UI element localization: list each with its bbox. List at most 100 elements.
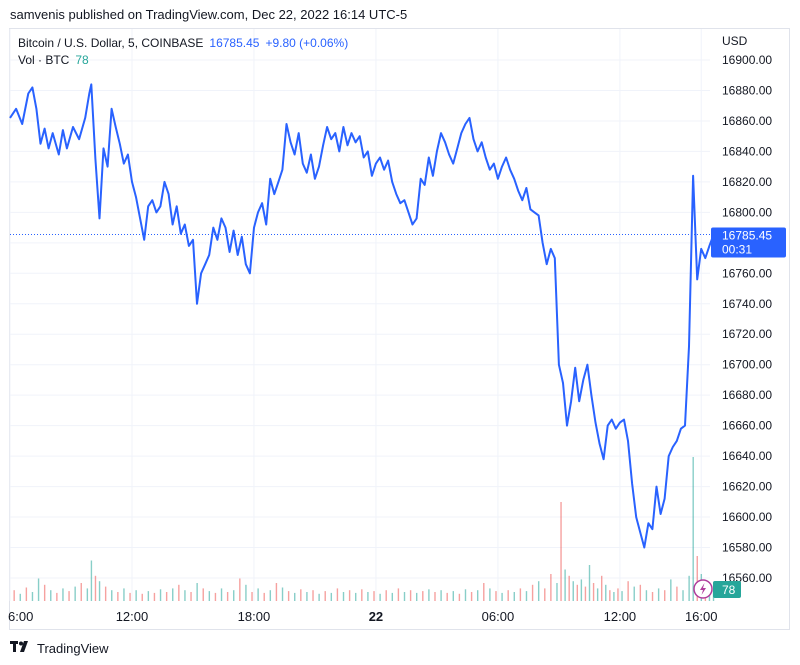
volume-bar [355, 592, 357, 601]
volume-bar [56, 592, 58, 601]
volume-bar [385, 590, 387, 601]
grid-lines [9, 29, 710, 601]
volume-bar [428, 589, 430, 601]
volume-bar [613, 592, 615, 601]
volume-bar [19, 593, 21, 601]
volume-bar [564, 569, 566, 601]
volume-bar [550, 574, 552, 601]
price-tick-label: 16860.00 [722, 114, 772, 128]
volume-bar [560, 502, 562, 601]
price-tick-label: 16700.00 [722, 358, 772, 372]
volume-bar [373, 591, 375, 601]
last-price-tag-bg [711, 227, 786, 258]
footer[interactable]: TradingView [10, 640, 109, 657]
volume-bar [43, 584, 46, 601]
volume-bar [37, 578, 40, 601]
currency-label: USD [722, 34, 748, 48]
volume-bar [633, 586, 635, 601]
volume-bar [696, 556, 698, 601]
volume-bar [312, 590, 314, 601]
volume-bar [123, 588, 125, 601]
volume-bar [670, 579, 672, 601]
volume-bar [397, 588, 400, 601]
volume-bar [367, 592, 369, 601]
volume-bar [657, 588, 660, 601]
volume-bar [617, 588, 619, 601]
volume-bar [525, 591, 528, 601]
volume-bar [422, 591, 424, 601]
volume-bar [239, 578, 241, 601]
price-tick-label: 16800.00 [722, 205, 772, 219]
volume-bar [294, 592, 296, 601]
price-tick-label: 16840.00 [722, 144, 772, 158]
time-tick-label: 6:00 [8, 609, 33, 624]
volume-bar [90, 560, 93, 601]
volume-bar [580, 579, 583, 601]
last-price: 16785.45 [209, 36, 260, 50]
price-axis[interactable]: 16560.0016580.0016600.0016620.0016640.00… [722, 53, 772, 585]
brand-name[interactable]: TradingView [37, 641, 109, 656]
volume-bar [544, 588, 546, 601]
volume-bar [476, 590, 479, 601]
price-tick-label: 16620.00 [722, 480, 772, 494]
volume-bar [507, 590, 509, 601]
volume-bar [601, 575, 603, 601]
volume-bar [645, 590, 648, 601]
volume-bar [80, 583, 82, 601]
volume-bar [379, 593, 381, 601]
time-tick-label: 22 [369, 609, 383, 624]
symbol-title[interactable]: Bitcoin / U.S. Dollar, 5, COINBASE [18, 36, 204, 50]
volume-bar [226, 592, 229, 601]
price-tick-label: 16740.00 [722, 297, 772, 311]
volume-bar [440, 590, 442, 601]
price-tick-label: 16580.00 [722, 541, 772, 555]
volume-bar [495, 591, 497, 601]
volume-bar [556, 583, 558, 601]
volume-legend[interactable]: Vol · BTC 78 [18, 53, 89, 67]
volume-bar [537, 581, 540, 601]
lightning-icon[interactable] [693, 579, 713, 599]
volume-bar [220, 588, 223, 601]
volume-bar [86, 588, 89, 601]
price-tick-label: 16600.00 [722, 510, 772, 524]
volume-bar [245, 584, 247, 601]
volume-bars [13, 457, 715, 601]
last-price-tag-value: 16785.45 [722, 229, 772, 243]
volume-bar [501, 592, 503, 601]
volume-bar [190, 592, 192, 601]
volume-bar [639, 584, 642, 601]
price-tick-label: 16880.00 [722, 83, 772, 97]
volume-bar [682, 590, 684, 601]
volume-bar [287, 591, 290, 601]
volume-bar [196, 583, 198, 601]
volume-bar [664, 590, 666, 601]
volume-bar [306, 592, 308, 601]
time-tick-label: 16:00 [685, 609, 718, 624]
time-tick-label: 12:00 [604, 609, 637, 624]
volume-bar [361, 589, 363, 601]
volume-bar [342, 592, 345, 601]
volume-bar [208, 591, 211, 601]
volume-bar [31, 592, 34, 601]
price-tick-label: 16660.00 [722, 419, 772, 433]
volume-bar [452, 591, 454, 601]
volume-bar [576, 584, 579, 601]
volume-bar [336, 588, 339, 601]
publish-info: samvenis published on TradingView.com, D… [10, 7, 408, 22]
symbol-legend[interactable]: Bitcoin / U.S. Dollar, 5, COINBASE 16785.… [18, 36, 348, 50]
volume-bar [257, 588, 259, 601]
price-tick-label: 16760.00 [722, 266, 772, 280]
volume-bar [409, 590, 412, 601]
volume-bar [202, 588, 204, 601]
volume-bar [74, 586, 76, 601]
price-tick-label: 16900.00 [722, 53, 772, 67]
volume-title[interactable]: Vol · BTC [18, 53, 70, 67]
volume-bar [588, 565, 591, 601]
volume-bar [416, 592, 418, 601]
volume-bar [300, 589, 302, 601]
volume-bar [446, 592, 448, 601]
volume-bar [178, 584, 180, 601]
time-axis[interactable]: 6:00 12:00 18:00 22 06:00 12:00 16:00 [8, 609, 717, 624]
volume-bar [627, 581, 629, 601]
